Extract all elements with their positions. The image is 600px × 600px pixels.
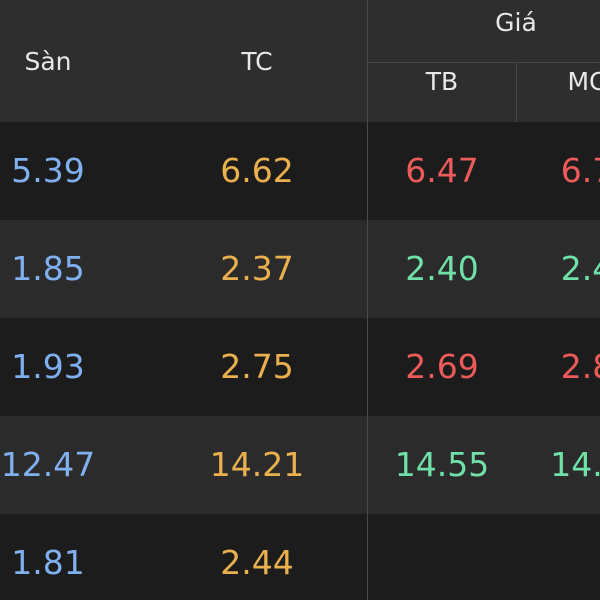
- column-header-average[interactable]: TB: [425, 67, 459, 96]
- floor-price-cell: 1.85: [11, 249, 85, 288]
- average-price-cell: [368, 514, 516, 600]
- header-price-group: [368, 0, 600, 122]
- table-row[interactable]: 1.93 2.75 2.69 2.8: [0, 318, 600, 416]
- reference-price-cell: 2.44: [220, 543, 294, 582]
- floor-price-cell: 1.93: [11, 347, 85, 386]
- column-group-header-price: Giá: [495, 8, 537, 37]
- match-price-cell: 14.5: [550, 445, 600, 484]
- average-price-cell: 2.69: [405, 347, 479, 386]
- match-price-cell: [517, 514, 600, 600]
- reference-price-cell: 2.37: [220, 249, 294, 288]
- floor-price-cell: 12.47: [0, 445, 96, 484]
- floor-price-cell: 1.81: [11, 543, 85, 582]
- average-price-cell: 2.40: [405, 249, 479, 288]
- header-group-divider: [368, 62, 600, 63]
- average-price-cell: 6.47: [405, 151, 479, 190]
- table-row[interactable]: 5.39 6.62 6.47 6.7: [0, 122, 600, 220]
- column-header-floor[interactable]: Sàn: [24, 47, 72, 76]
- column-header-reference[interactable]: TC: [241, 47, 273, 76]
- match-price-cell: 6.7: [560, 151, 600, 190]
- column-group-divider: [367, 0, 368, 600]
- table-row[interactable]: 1.85 2.37 2.40 2.4: [0, 220, 600, 318]
- table-row[interactable]: 1.81 2.44: [0, 514, 600, 600]
- header-sub-divider: [516, 63, 517, 122]
- reference-price-cell: 2.75: [220, 347, 294, 386]
- floor-price-cell: 5.39: [11, 151, 85, 190]
- table-row[interactable]: 12.47 14.21 14.55 14.5: [0, 416, 600, 514]
- reference-price-cell: 14.21: [209, 445, 305, 484]
- match-price-cell: 2.4: [560, 249, 600, 288]
- header-left: [0, 0, 367, 122]
- column-header-match[interactable]: MC: [567, 67, 600, 96]
- average-price-cell: 14.55: [394, 445, 490, 484]
- reference-price-cell: 6.62: [220, 151, 294, 190]
- match-price-cell: 2.8: [560, 347, 600, 386]
